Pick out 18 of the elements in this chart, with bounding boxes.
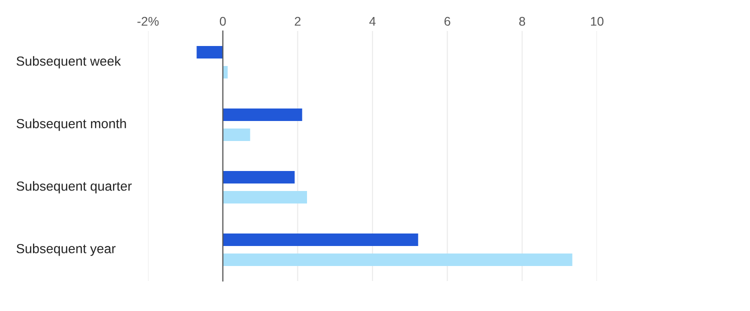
bar [196, 46, 223, 58]
y-tick-label: Subsequent month [16, 118, 126, 131]
bar [222, 128, 250, 141]
bar [222, 108, 302, 121]
bar [222, 234, 418, 246]
x-tick-label: 4 [369, 17, 376, 26]
y-tick-label: Subsequent week [16, 56, 121, 68]
bar [222, 191, 308, 204]
bar [222, 254, 572, 266]
bar [222, 171, 295, 184]
x-tick-label: 2 [294, 16, 301, 26]
x-tick-label: -2% [137, 16, 159, 26]
x-tick-label: 8 [519, 16, 526, 26]
x-tick-label: 6 [444, 16, 450, 26]
y-tick-label: Subsequent year [16, 244, 116, 256]
y-tick-label: Subsequent quarter [16, 181, 132, 194]
x-tick-label: 10 [591, 16, 604, 26]
x-tick-label: 0 [220, 16, 226, 26]
